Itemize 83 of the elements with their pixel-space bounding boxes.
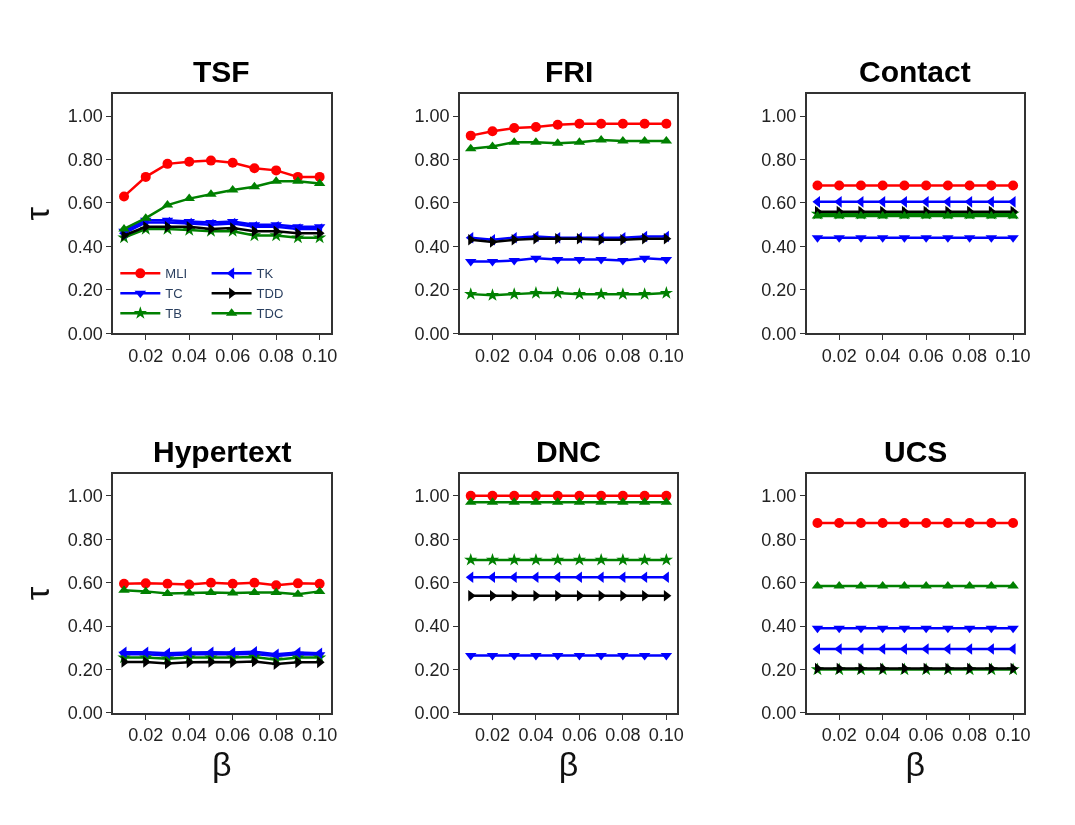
x-tick-label: 0.02 — [821, 345, 857, 366]
x-tick-label: 0.02 — [128, 345, 164, 366]
x-axis-title: β — [212, 745, 232, 784]
x-tick-label: 0.08 — [952, 345, 988, 366]
y-tick-label: 0.20 — [67, 280, 103, 301]
x-tick-label: 0.06 — [561, 725, 597, 746]
y-tick-label: 0.20 — [761, 659, 797, 680]
legend-label: TB — [165, 306, 182, 322]
y-tick-label: 0.80 — [414, 149, 450, 170]
chart-title: TSF — [193, 55, 250, 88]
y-tick-label: 1.00 — [414, 106, 450, 127]
y-tick-label: 0.80 — [414, 529, 450, 550]
y-tick-label: 0.40 — [67, 616, 103, 637]
x-tick-label: 0.06 — [215, 725, 251, 746]
y-tick-label: 0.40 — [67, 236, 103, 257]
y-tick-label: 0.60 — [67, 572, 103, 593]
x-tick-label: 0.10 — [302, 345, 338, 366]
x-tick-label: 0.10 — [995, 725, 1031, 746]
y-tick-label: 0.00 — [67, 703, 103, 724]
y-tick-label: 1.00 — [414, 486, 450, 507]
x-tick-label: 0.06 — [215, 345, 251, 366]
chart-title: UCS — [884, 435, 948, 468]
y-tick-label: 0.00 — [67, 323, 103, 344]
y-tick-label: 0.80 — [67, 529, 103, 550]
y-axis-title: τ — [17, 586, 56, 601]
y-tick-label: 1.00 — [67, 106, 103, 127]
y-tick-label: 1.00 — [761, 106, 797, 127]
y-tick-label: 0.80 — [761, 149, 797, 170]
y-tick-label: 0.80 — [67, 149, 103, 170]
x-axis-title: β — [558, 745, 579, 784]
y-tick-label: 0.40 — [414, 236, 450, 257]
x-tick-label: 0.04 — [518, 345, 554, 366]
x-tick-label: 0.04 — [865, 725, 901, 746]
y-tick-label: 0.20 — [761, 280, 797, 301]
x-tick-label: 0.06 — [561, 345, 597, 366]
x-tick-label: 0.02 — [128, 725, 164, 746]
x-tick-label: 0.02 — [821, 725, 857, 746]
y-tick-label: 0.00 — [414, 703, 450, 724]
y-tick-label: 0.60 — [414, 572, 450, 593]
y-tick-label: 1.00 — [761, 486, 797, 507]
x-tick-label: 0.04 — [865, 345, 901, 366]
x-tick-label: 0.02 — [474, 345, 510, 366]
y-tick-label: 0.40 — [414, 616, 450, 637]
x-tick-label: 0.10 — [648, 725, 684, 746]
legend-label: TC — [165, 286, 183, 302]
x-axis-title: β — [905, 745, 926, 784]
y-tick-label: 0.00 — [761, 323, 797, 344]
y-tick-label: 0.40 — [761, 616, 797, 637]
y-tick-label: 0.00 — [414, 323, 450, 344]
chart-title: FRI — [545, 55, 594, 88]
y-tick-label: 0.60 — [761, 193, 797, 214]
x-tick-label: 0.04 — [518, 725, 554, 746]
x-tick-label: 0.08 — [605, 725, 641, 746]
chart-title: DNC — [536, 435, 601, 468]
x-tick-label: 0.04 — [171, 345, 207, 366]
x-tick-label: 0.08 — [258, 345, 294, 366]
x-tick-label: 0.08 — [952, 725, 988, 746]
x-tick-label: 0.10 — [648, 345, 684, 366]
x-tick-label: 0.10 — [995, 345, 1031, 366]
legend-label: TDD — [256, 286, 284, 302]
x-tick-label: 0.06 — [908, 725, 944, 746]
chart-title: Contact — [859, 55, 971, 88]
x-tick-label: 0.02 — [474, 725, 510, 746]
y-tick-label: 0.20 — [414, 280, 450, 301]
legend-label: MLI — [165, 266, 187, 282]
x-tick-label: 0.08 — [605, 345, 641, 366]
y-axis-title: τ — [17, 206, 56, 221]
y-tick-label: 0.60 — [414, 193, 450, 214]
y-tick-label: 0.20 — [414, 659, 450, 680]
x-tick-label: 0.04 — [171, 725, 207, 746]
x-tick-label: 0.10 — [302, 725, 338, 746]
legend-label: TK — [256, 266, 274, 282]
y-tick-label: 0.60 — [761, 572, 797, 593]
x-tick-label: 0.08 — [258, 725, 294, 746]
y-tick-label: 0.40 — [761, 236, 797, 257]
chart-title: Hypertext — [153, 435, 292, 468]
legend-label: TDC — [256, 306, 284, 322]
y-tick-label: 0.20 — [67, 659, 103, 680]
y-tick-label: 0.80 — [761, 529, 797, 550]
y-tick-label: 0.60 — [67, 193, 103, 214]
x-tick-label: 0.06 — [908, 345, 944, 366]
y-tick-label: 1.00 — [67, 486, 103, 507]
y-tick-label: 0.00 — [761, 703, 797, 724]
